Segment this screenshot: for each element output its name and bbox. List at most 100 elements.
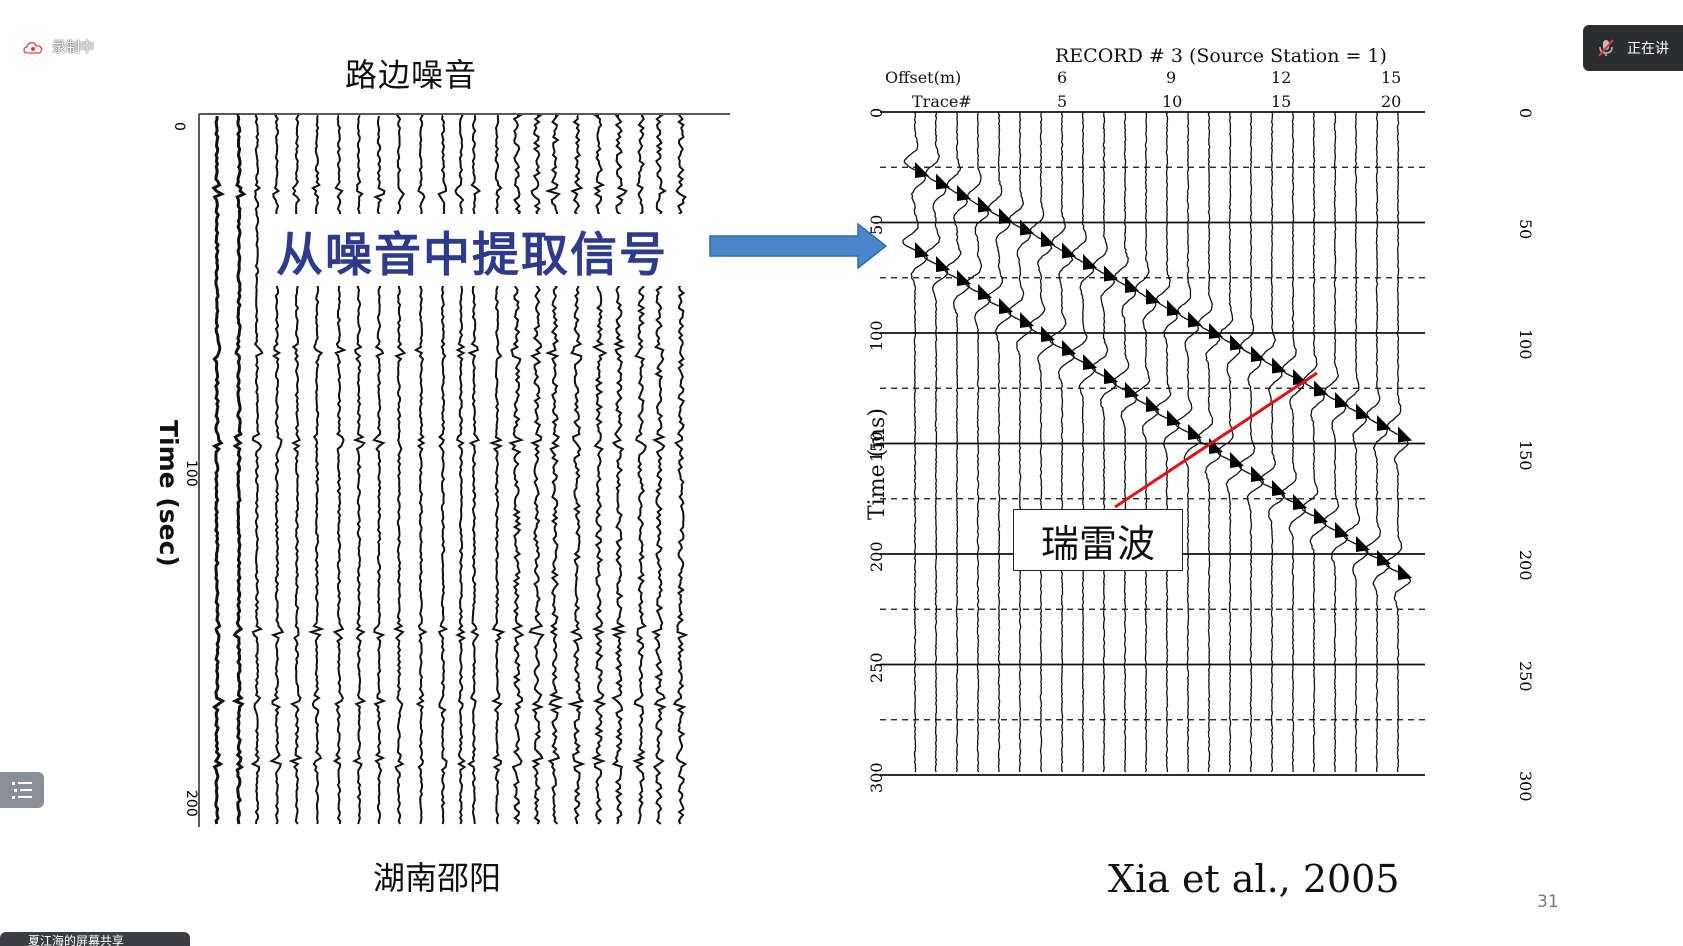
right-tick-right: 200 [1516,550,1535,581]
left-y-axis-label: Time (sec) [154,420,183,567]
record-trace [1133,111,1160,773]
right-panel-caption: Xia et al., 2005 [1108,857,1400,901]
wavelet-fill [1167,300,1181,316]
wavelet-fill [1398,564,1412,580]
wavelet-fill [1272,480,1286,496]
record-trace [1007,111,1033,773]
record-traces [902,111,1412,773]
trace-value-1: 5 [1057,92,1068,111]
wavelet-fill [1041,326,1055,342]
speaking-panel[interactable]: 正在讲 [1583,25,1683,71]
rayleigh-seismogram [880,111,1425,776]
wavelet-fill [1104,368,1118,384]
wavelet-fill [1020,312,1034,328]
wavelet-fill [1062,340,1076,356]
wavelet-fill [1167,410,1181,426]
right-tick-right: 50 [1516,218,1535,239]
record-trace [1196,111,1222,773]
right-tick-left: 250 [867,651,886,683]
wavelet-fill [1293,494,1307,510]
wavelet-fill [915,242,929,258]
offset-value-4: 15 [1381,68,1402,87]
record-trace [1259,111,1286,773]
record-trace [1280,111,1306,772]
offset-value-3: 12 [1271,68,1292,87]
wavelet-fill [1125,382,1139,398]
left-tick-200: 200 [183,790,199,817]
record-trace [1069,111,1097,773]
record-trace [1049,111,1075,773]
trace-value-2: 10 [1162,92,1183,111]
wavelet-fill [978,284,992,300]
record-grid [880,111,1425,776]
toc-button[interactable] [0,772,44,808]
wavelet-fill [957,270,971,286]
wavelet-fill [1314,508,1328,524]
wavelet-fill [1083,354,1097,370]
record-title: RECORD # 3 (Source Station = 1) [1055,45,1387,67]
noise-trace [231,114,247,825]
wavelet-fill [1398,426,1412,443]
left-tick-0: 0 [171,122,187,131]
screen-share-bar[interactable]: 夏江海的屏幕共享 [0,932,190,946]
record-trace [1364,111,1390,773]
record-trace [965,111,992,773]
wavelet-fill [1251,346,1265,362]
speaking-label: 正在讲 [1627,41,1669,57]
record-trace [1238,111,1265,773]
wavelet-fill [1335,522,1349,538]
wavelet-fill [936,256,950,272]
wavelet-fill [1377,550,1391,566]
slide-number: 31 [1537,892,1559,912]
noise-trace [250,115,264,825]
record-trace [1301,111,1327,772]
left-panel-title: 路边噪音 [345,56,478,94]
right-tick-right: 250 [1516,660,1535,692]
record-trace [985,111,1012,773]
screen-share-label: 夏江海的屏幕共享 [28,934,125,946]
right-tick-right: 300 [1516,771,1535,802]
record-trace [1091,111,1117,773]
wavelet-fill [1146,396,1160,412]
right-tick-left: 150 [867,430,886,462]
right-arrow [709,222,888,270]
right-tick-left: 100 [867,320,886,351]
cloud-icon [23,42,43,54]
record-trace [923,111,949,773]
wavelet-fill [1356,536,1370,552]
record-trace [1028,111,1054,772]
record-trace [1321,111,1349,773]
recording-label: 录制中 [52,40,94,56]
record-trace [1216,111,1243,773]
rayleigh-wave-label: 瑞雷波 [1013,509,1183,571]
left-tick-100: 100 [183,460,199,487]
right-tick-right: 0 [1516,108,1535,119]
record-trace [944,111,971,773]
mic-muted-icon[interactable] [1597,38,1615,58]
right-tick-left: 200 [867,541,886,572]
noise-trace [211,115,226,825]
right-tick-right: 100 [1516,329,1535,360]
trace-value-4: 20 [1381,92,1402,111]
record-trace [902,111,928,773]
trace-label: Trace# [912,92,972,111]
list-icon [12,782,32,799]
wavelet-fill [1251,466,1265,482]
wavelet-fill [999,298,1013,314]
record-trace [1343,111,1369,773]
offset-label: Offset(m) [885,68,962,87]
offset-value-2: 9 [1166,68,1177,87]
right-tick-left: 50 [867,214,886,235]
callout-text: 从噪音中提取信号 [262,214,702,286]
recording-indicator: 录制中 [22,37,94,57]
trace-value-3: 15 [1271,92,1292,111]
offset-value-1: 6 [1057,68,1068,87]
right-y-axis-label: Time (ms) [865,408,890,520]
wavelet-fill [1188,424,1202,440]
record-trace [1154,111,1180,773]
left-panel-caption: 湖南邵阳 [373,859,502,897]
right-tick-left: 0 [867,107,886,118]
wavelet-fill [1230,452,1244,468]
right-tick-left: 300 [867,762,886,793]
right-tick-right: 150 [1516,439,1535,471]
